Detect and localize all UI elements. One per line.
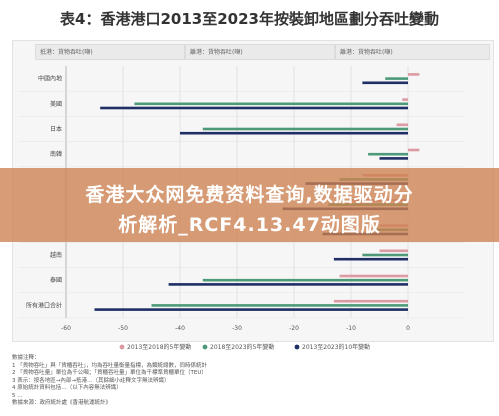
bar [100,106,408,110]
bar [408,148,420,152]
x-tick-label: -10 [346,325,356,332]
bar [333,257,408,261]
bar [151,304,408,307]
column-header-3: 離港：貨物吞吐(噸) [335,44,490,60]
x-tick-label: -50 [118,325,128,332]
bar [379,157,408,160]
bar [408,73,420,76]
footnote-line: 數據注釋： [12,355,40,361]
footnote-line: 1 「貨物吞吐」與「貨櫃吞吐」，均為吞吐量衡量指標，為類統總數，同時係統計 [12,362,208,369]
footnote-line: 3 表示：按各地區→內部→抵港…（其餘細小註釋文字無法辨識） [12,377,170,384]
bar [339,274,408,278]
page-title: 表4：香港港口2013至2023年按裝卸地區劃分吞吐變動 [60,10,439,28]
category-label: 美國 [50,100,62,108]
legend-label: 2013至2023的10年變動 [302,343,370,351]
legend-marker [202,344,208,350]
category-label: 南韓 [50,150,62,158]
watermark-text-line-1: 香港大众网免费资料查询,数据驱动分 [85,184,414,206]
footnote-line: 4 原始統計資料包括…（以下內容無法辨識） [12,385,122,391]
x-tick-label: 0 [406,325,410,332]
watermark-band [0,168,499,242]
bar [134,102,408,106]
column-header-1: 抵港：貨物吞吐(噸) [35,44,185,60]
bar [385,77,408,80]
bar [402,98,408,101]
category-label: 日本 [50,125,62,133]
bar [333,299,408,303]
footnote-line: 2 「貨物吞吐量」單位為千公噸；「貨櫃吞吐量」單位為千標準貨櫃單位（TEU） [12,370,207,376]
x-tick-label: -40 [175,325,185,332]
bar [396,123,408,127]
bar [368,152,408,156]
bar [362,253,408,257]
bar [362,81,408,85]
legend-label: 2013至2018的5年變動 [127,343,191,351]
x-tick-label: -60 [61,325,71,332]
bar [180,131,408,135]
legend-marker [294,344,300,350]
footnotes: 數據注釋： 1 「貨物吞吐」與「貨櫃吞吐」，均為吞吐量衡量指標，為類統總數，同時… [12,355,482,408]
category-label: 越南 [50,251,62,259]
bar [379,249,408,253]
x-tick-label: -20 [289,325,299,332]
category-label: 所有港口合計 [26,301,62,309]
column-header-2: 離港：貨物吞吐(噸) [185,44,335,60]
legend-label: 2018至2023的5年變動 [210,343,274,351]
bar [94,308,408,311]
bar [202,127,408,131]
footnote-line: 5 … [12,392,23,399]
category-label: 中國內地 [38,75,62,83]
bar [168,283,408,286]
x-tick-label: -30 [232,325,242,332]
bar [202,278,408,282]
footnote-line: 數據來源：政府統計處《香港航運統計》 [12,400,112,406]
watermark-text-line-2: 析解析_RCF4.13.47动图版 [118,214,381,236]
category-label: 泰國 [50,276,62,284]
legend-marker [119,344,125,350]
